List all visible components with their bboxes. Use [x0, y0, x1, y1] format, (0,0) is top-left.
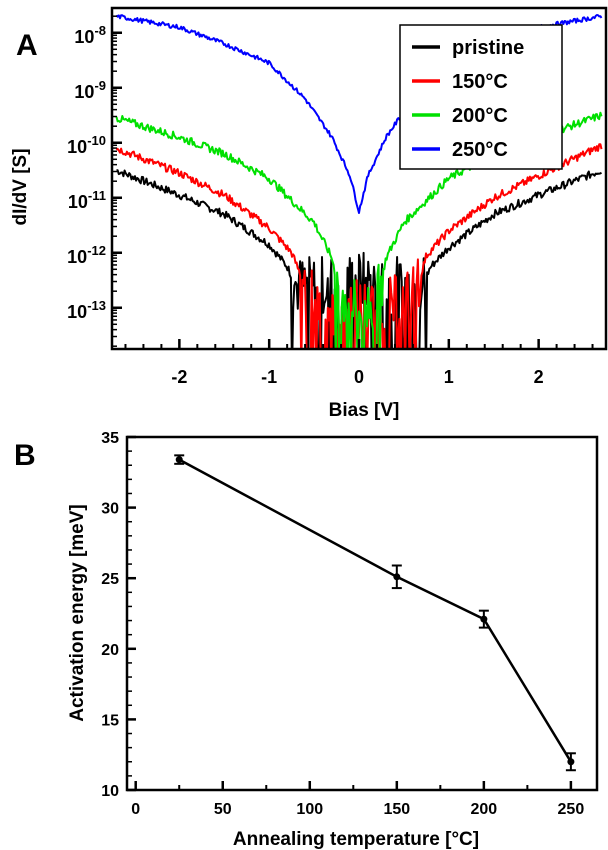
y-tick-label: 15: [101, 712, 119, 729]
x-tick-label: 250: [558, 801, 585, 818]
panel-b-ticks: 0 50 100 150 200 250 10 15 20 25 30 35: [101, 430, 584, 818]
y-tick-label: 10-12: [67, 243, 106, 267]
panel-label-a: A: [16, 29, 38, 62]
data-point: [393, 573, 401, 581]
y-tick-label: 10: [101, 783, 119, 800]
panel-b-frame: [125, 435, 599, 792]
y-tick-label: 30: [101, 501, 119, 518]
y-tick-label: 25: [101, 571, 119, 588]
y-tick-label: 10-8: [74, 23, 106, 47]
y-tick-label: 10-13: [67, 298, 106, 322]
panel-b-data: [174, 454, 576, 772]
panel-b-x-axis-title: Annealing temperature [°C]: [233, 829, 479, 850]
x-tick-label: 200: [471, 801, 498, 818]
y-tick-label: 10-11: [68, 188, 106, 212]
x-tick-label: 2: [534, 367, 544, 387]
y-tick-label: 35: [101, 430, 119, 447]
panel-a-x-axis-title: Bias [V]: [329, 400, 400, 421]
panel-b: B 0 50 100 150 200 250 10 15 20 25 30 35 Annealing …: [14, 430, 599, 850]
x-tick-label: 100: [296, 801, 323, 818]
series-line: [178, 458, 572, 763]
panel-a-frame: [110, 6, 608, 351]
data-point: [175, 456, 183, 464]
legend-label: 150°C: [452, 71, 508, 93]
x-tick-label: 1: [444, 367, 454, 387]
legend-label: pristine: [452, 37, 524, 59]
x-tick-label: 150: [383, 801, 410, 818]
data-point: [480, 615, 488, 623]
data-point: [567, 758, 575, 766]
panel-label-b: B: [14, 439, 36, 472]
legend-label: 200°C: [452, 105, 508, 127]
panel-a-ticks: -2 -1 0 1 2 10-8 10-9 10-10 10-11 10-12 10-13: [67, 15, 594, 387]
panel-a-legend: pristine 150°C 200°C 250°C: [399, 24, 563, 170]
panel-a: A -2 -1 0 1 2 10-8 10-9 10-10 10-11 10-12 10-13 Bi…: [10, 6, 608, 421]
x-tick-label: -2: [171, 367, 187, 387]
y-tick-label: 20: [101, 642, 119, 659]
x-tick-label: 0: [131, 801, 140, 818]
panel-a-y-axis-title: dI/dV [S]: [10, 148, 31, 225]
x-tick-label: -1: [261, 367, 277, 387]
y-tick-label: 10-10: [67, 133, 106, 157]
legend-box: [399, 24, 563, 170]
legend-label: 250°C: [452, 139, 508, 161]
x-tick-label: 50: [214, 801, 232, 818]
panel-b-y-axis-title: Activation energy [meV]: [67, 504, 88, 722]
y-tick-label: 10-9: [74, 78, 106, 102]
x-tick-label: 0: [354, 367, 364, 387]
series-line-0: [116, 169, 602, 349]
